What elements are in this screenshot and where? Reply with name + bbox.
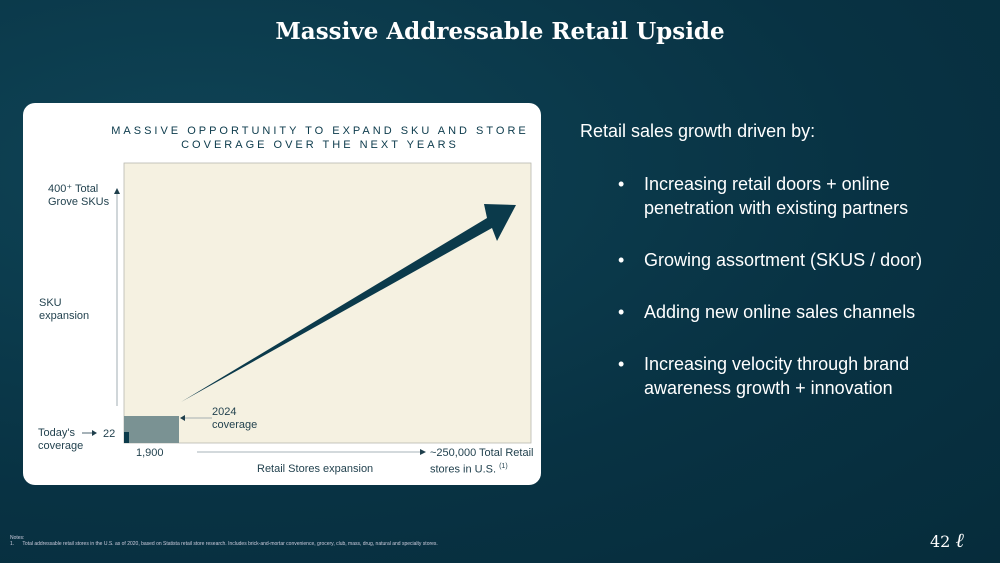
x-axis-arrowhead (420, 449, 426, 455)
y-top-label-line-1: 400⁺ Total (48, 183, 99, 195)
y-axis-arrowhead (114, 188, 120, 194)
note-item: 1. Total addressable retail stores in th… (10, 541, 438, 547)
notes-heading: Notes: (10, 535, 25, 541)
y-top-label-line-2: Grove SKUs (48, 196, 110, 208)
plot-area (123, 162, 532, 444)
x-end-label-line-1: ~250,000 Total Retail (430, 447, 534, 459)
x-axis-label: Retail Stores expansion (257, 463, 374, 475)
bullet-item: Increasing velocity through brand awaren… (618, 352, 978, 400)
coverage-2024-label: 2024 coverage (212, 406, 257, 432)
bullet-list: Increasing retail doors + online penetra… (618, 172, 978, 428)
today-coverage-label: Today's coverage (38, 427, 83, 453)
today-label-line-2: coverage (38, 440, 84, 452)
diagram-title-line-1: MASSIVE OPPORTUNITY TO EXPAND SKU AND ST… (111, 125, 529, 137)
bullet-item: Adding new online sales channels (618, 300, 978, 324)
diagram-title-line-2: COVERAGE OVER THE NEXT YEARS (181, 139, 459, 151)
pointer-2024-head (180, 415, 185, 421)
growth-arrow (181, 204, 516, 402)
bullet-item: Growing assortment (SKUS / door) (618, 248, 978, 272)
bullet-item: Increasing retail doors + online penetra… (618, 172, 978, 220)
today-value: 22 (103, 428, 116, 440)
x-start-label: 1,900 (136, 447, 164, 459)
y-axis-label-line-2: expansion (39, 310, 90, 322)
y-axis-label-line-1: SKU (39, 297, 62, 309)
footnote-ref: (1) (499, 463, 508, 470)
coverage-2024-line-2: coverage (212, 419, 258, 431)
page-number-area: 42 ℓ (930, 528, 964, 553)
x-end-label-line-2: stores in U.S. (430, 463, 497, 476)
right-heading: Retail sales growth driven by: (580, 121, 816, 141)
y-axis-label: SKU expansion (39, 297, 89, 323)
coverage-2024-line-1: 2024 (212, 406, 237, 418)
grove-logo-icon: ℓ (955, 528, 964, 552)
today-label-line-1: Today's (38, 427, 75, 439)
box-today-coverage (124, 432, 129, 443)
notes: Notes: 1. Total addressable retail stores… (10, 535, 438, 547)
page-number: 42 (930, 532, 951, 551)
x-end-label: ~250,000 Total Retail stores in U.S. (1) (430, 447, 533, 477)
today-pointer-head (92, 430, 97, 436)
diagram-title: MASSIVE OPPORTUNITY TO EXPAND SKU AND ST… (20, 124, 620, 152)
y-top-label: 400⁺ Total Grove SKUs (48, 183, 109, 209)
box-2024-coverage (124, 416, 179, 443)
page-title: Massive Addressable Retail Upside (275, 18, 725, 45)
